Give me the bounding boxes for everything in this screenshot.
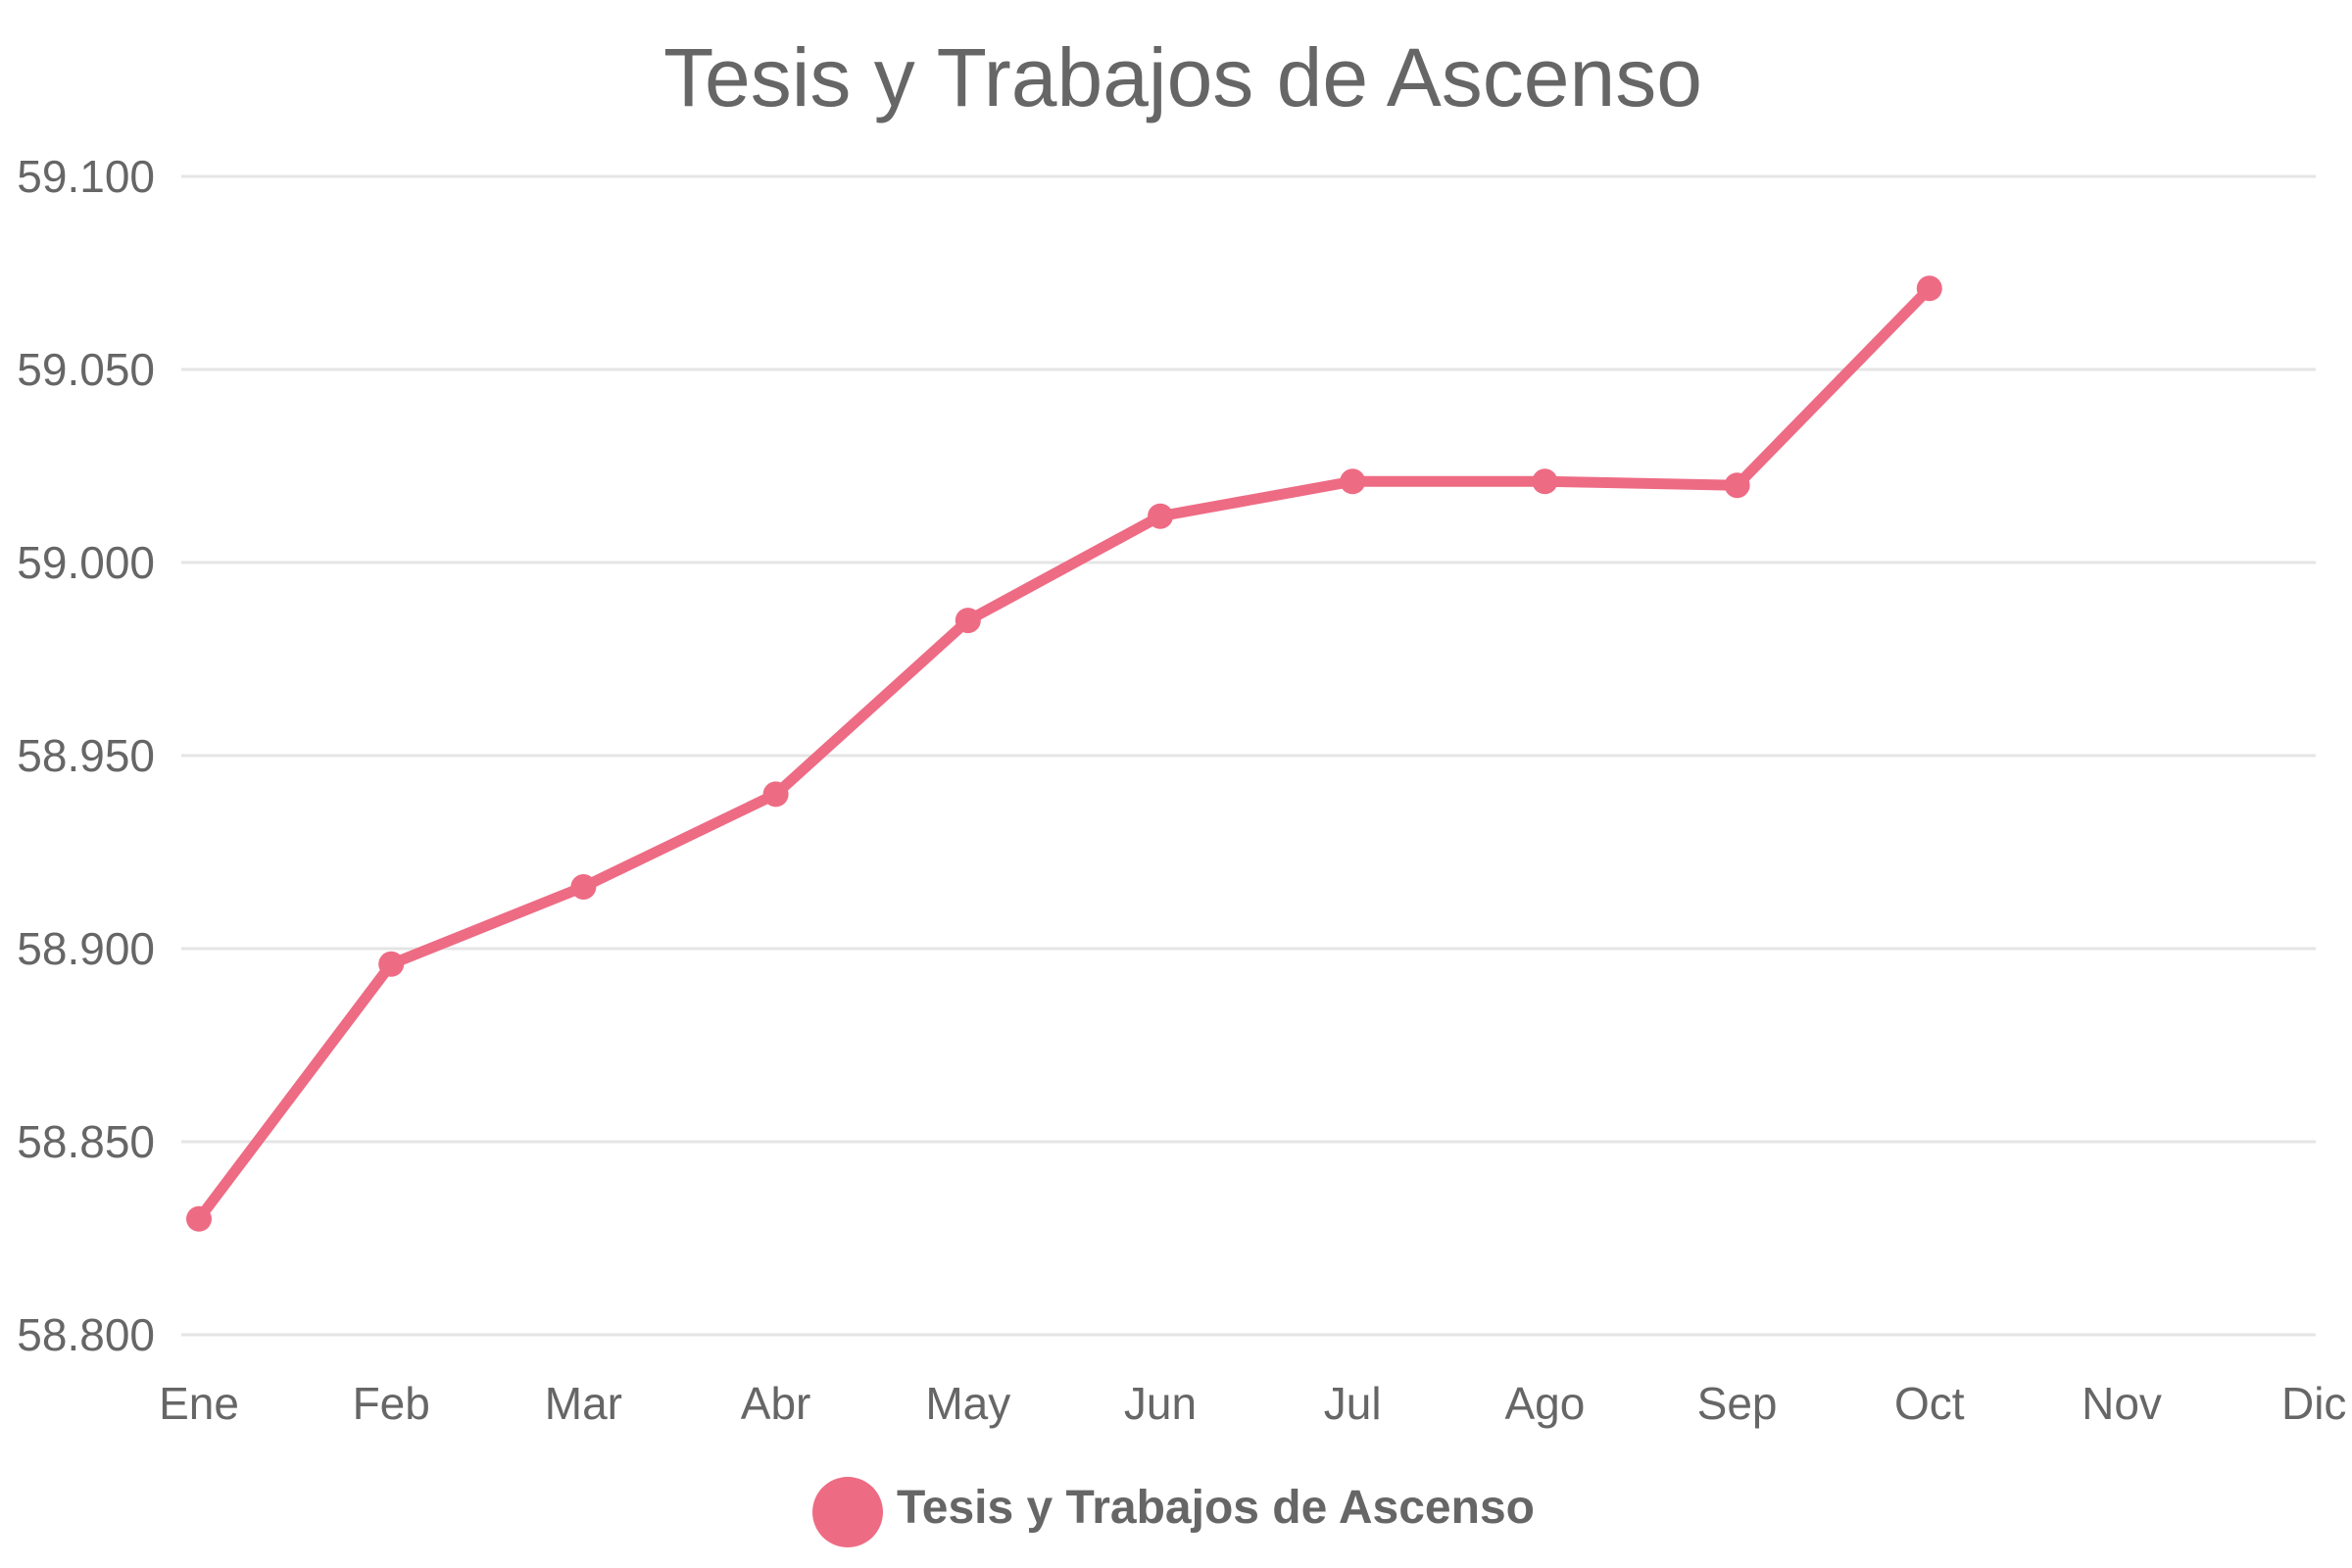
x-tick-label: Oct: [1894, 1378, 1965, 1429]
x-tick-label: Ene: [159, 1378, 239, 1429]
series-layer: [186, 275, 1942, 1232]
legend-marker[interactable]: [812, 1477, 883, 1547]
data-point[interactable]: [570, 873, 597, 900]
data-point[interactable]: [1916, 275, 1942, 302]
x-tick-label: May: [925, 1378, 1010, 1429]
x-tick-label: Sep: [1697, 1378, 1778, 1429]
legend[interactable]: Tesis y Trabajos de Ascenso: [812, 1477, 1535, 1547]
y-tick-label: 59.000: [17, 537, 155, 588]
series-line: [193, 282, 1936, 1225]
data-point[interactable]: [1148, 503, 1173, 529]
x-tick-label: Jul: [1324, 1378, 1382, 1429]
x-axis-ticks: Ene Feb Mar Abr May Jun Jul Ago Sep Oct Nov Dic: [159, 1378, 2346, 1429]
data-point[interactable]: [378, 951, 405, 977]
x-tick-label: Dic: [2281, 1378, 2346, 1429]
y-tick-label: 58.850: [17, 1116, 155, 1167]
x-tick-label: Nov: [2082, 1378, 2162, 1429]
x-tick-label: Ago: [1504, 1378, 1585, 1429]
x-tick-label: Abr: [741, 1378, 811, 1429]
y-axis-ticks: 59.100 59.050 59.000 58.950 58.900 58.850 58.8…: [17, 151, 155, 1360]
data-point[interactable]: [1532, 468, 1558, 495]
y-tick-label: 58.900: [17, 923, 155, 974]
y-tick-label: 59.050: [17, 344, 155, 395]
data-point[interactable]: [1724, 472, 1750, 499]
y-tick-label: 58.800: [17, 1309, 155, 1360]
x-tick-label: Feb: [353, 1378, 430, 1429]
x-tick-label: Jun: [1124, 1378, 1197, 1429]
y-tick-label: 58.950: [17, 730, 155, 781]
x-tick-label: Mar: [545, 1378, 622, 1429]
data-point[interactable]: [762, 781, 789, 808]
data-point[interactable]: [955, 608, 981, 634]
data-point[interactable]: [1340, 468, 1366, 495]
chart-title: Tesis y Trabajos de Ascenso: [663, 31, 1702, 123]
y-tick-label: 59.100: [17, 151, 155, 202]
legend-label[interactable]: Tesis y Trabajos de Ascenso: [897, 1482, 1535, 1534]
grid-lines: [181, 174, 2316, 1337]
data-point[interactable]: [186, 1205, 212, 1232]
